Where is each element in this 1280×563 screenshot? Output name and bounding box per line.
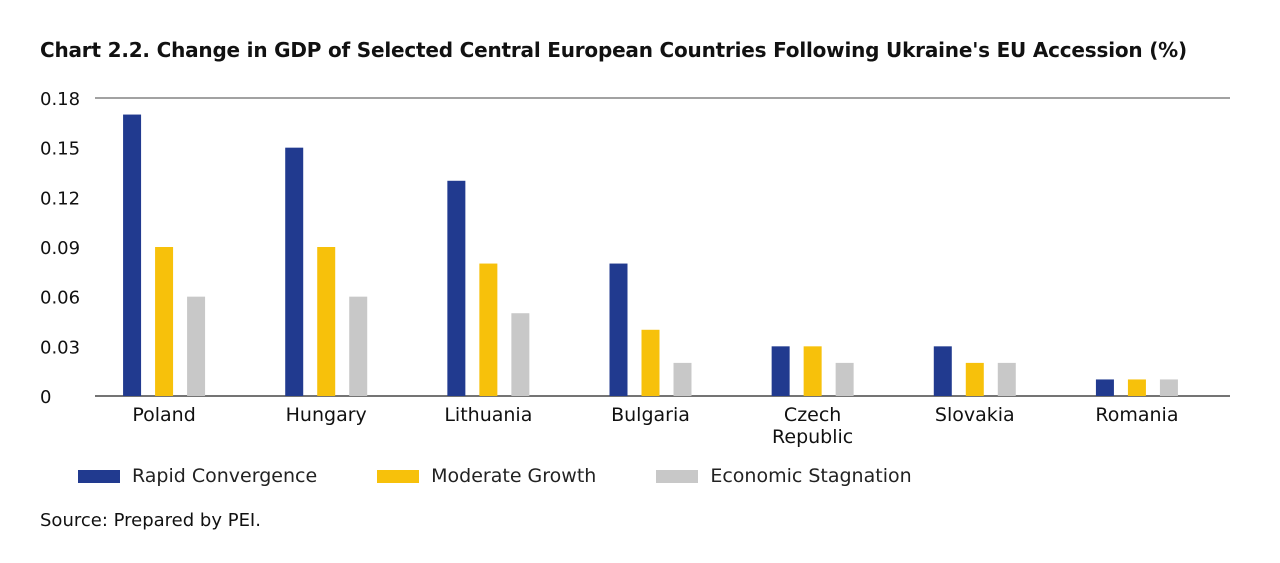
legend-item-moderate-growth: Moderate Growth [377, 465, 596, 487]
x-tick-label: Hungary [286, 404, 367, 426]
chart-title: Chart 2.2. Change in GDP of Selected Cen… [40, 38, 1187, 62]
bar-economic-stagnation [187, 296, 206, 396]
bar-rapid-convergence [933, 346, 952, 396]
bar-moderate-growth [965, 362, 984, 396]
bar-economic-stagnation [997, 362, 1016, 396]
bar-economic-stagnation [673, 362, 692, 396]
bar-rapid-convergence [123, 114, 142, 397]
legend-label: Moderate Growth [431, 465, 597, 487]
bar-moderate-growth [155, 247, 174, 396]
legend-item-economic-stagnation: Economic Stagnation [656, 465, 912, 487]
bars [123, 114, 1178, 397]
bar-economic-stagnation [835, 362, 854, 396]
y-tick-label: 0.09 [40, 238, 80, 259]
bar-moderate-growth [1127, 379, 1146, 396]
bar-rapid-convergence [447, 180, 466, 396]
bar-economic-stagnation [511, 313, 530, 396]
x-tick-label: Poland [132, 404, 195, 426]
y-tick-label: 0.03 [40, 337, 80, 358]
legend: Rapid Convergence Moderate Growth Econom… [78, 465, 972, 487]
y-tick-label: 0.15 [40, 139, 80, 160]
bar-moderate-growth [479, 263, 498, 396]
bar-rapid-convergence [771, 346, 790, 396]
x-tick-label: Slovakia [935, 404, 1015, 426]
x-axis: Poland Hungary Lithuania Bulgaria Czech Repub… [132, 404, 1178, 448]
x-tick-label: Romania [1095, 404, 1178, 426]
y-axis: 0 0.03 0.06 0.09 0.12 0.15 0.18 [40, 89, 1230, 408]
source-note: Source: Prepared by PEI. [40, 510, 261, 531]
legend-swatch [78, 469, 120, 483]
legend-label: Economic Stagnation [710, 465, 912, 487]
y-tick-label: 0.18 [40, 89, 80, 110]
legend-label: Rapid Convergence [132, 465, 318, 487]
bar-economic-stagnation [1159, 379, 1178, 396]
bar-economic-stagnation [349, 296, 368, 396]
y-tick-label: 0 [40, 387, 51, 408]
bar-rapid-convergence [285, 147, 304, 396]
legend-swatch [656, 469, 699, 483]
bar-moderate-growth [803, 346, 822, 396]
bar-moderate-growth [317, 247, 336, 396]
y-tick-label: 0.06 [40, 288, 80, 309]
x-tick-label: Lithuania [444, 404, 532, 426]
bar-rapid-convergence [1095, 379, 1114, 396]
legend-item-rapid-convergence: Rapid Convergence [78, 465, 317, 487]
bar-rapid-convergence [609, 263, 628, 396]
y-tick-label: 0.12 [40, 188, 80, 209]
x-tick-label: Czech Republic [772, 404, 853, 448]
x-tick-label: Bulgaria [611, 404, 690, 426]
bar-chart: 0 0.03 0.06 0.09 0.12 0.15 0.18 Poland Hungary L… [40, 89, 1230, 448]
legend-swatch [377, 469, 420, 483]
bar-moderate-growth [641, 329, 660, 396]
